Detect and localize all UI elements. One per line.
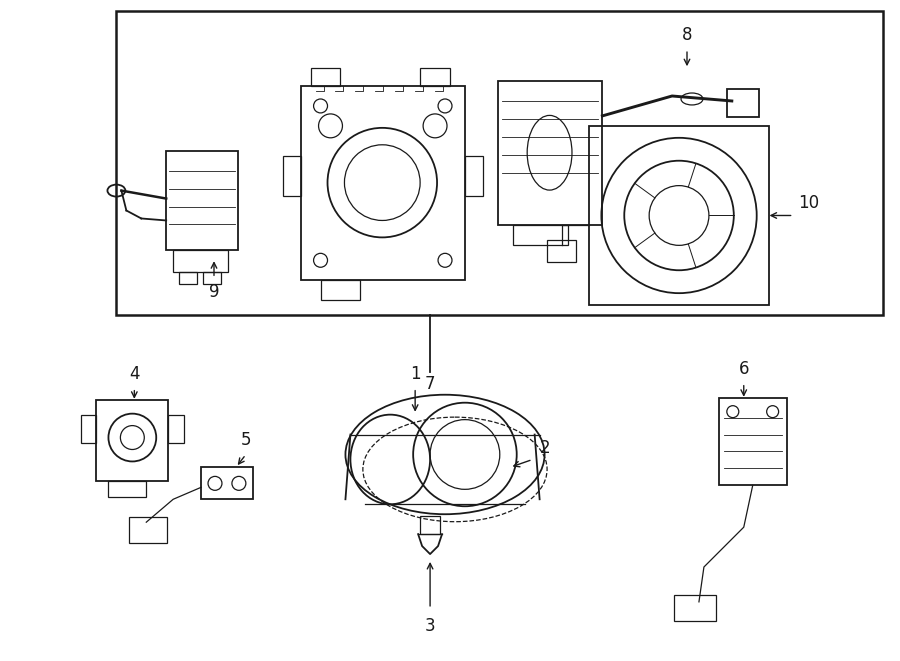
Bar <box>116 11 883 315</box>
Bar <box>420 68 450 86</box>
Bar <box>203 272 221 284</box>
Bar <box>130 517 167 543</box>
Text: 4: 4 <box>129 365 140 383</box>
Bar <box>513 225 568 245</box>
Bar <box>420 516 440 534</box>
Bar <box>590 126 769 305</box>
Bar <box>168 414 184 442</box>
Bar <box>465 156 483 196</box>
Bar <box>283 156 301 196</box>
Bar <box>96 400 168 481</box>
Text: 2: 2 <box>540 440 550 457</box>
Text: 5: 5 <box>240 432 251 449</box>
Text: 3: 3 <box>425 617 436 635</box>
Bar <box>310 68 340 86</box>
Bar <box>166 151 238 251</box>
Text: 9: 9 <box>209 283 220 301</box>
Bar <box>173 251 228 272</box>
Bar <box>301 86 465 280</box>
Bar <box>674 595 716 621</box>
Bar <box>320 280 360 300</box>
Bar <box>546 241 577 262</box>
Bar <box>81 414 96 442</box>
Bar <box>108 481 147 497</box>
Bar <box>498 81 602 225</box>
Bar <box>727 89 759 117</box>
Bar <box>201 467 253 499</box>
Text: 8: 8 <box>681 26 692 44</box>
Text: 10: 10 <box>798 194 820 212</box>
Bar <box>719 398 787 485</box>
Text: 7: 7 <box>425 375 436 393</box>
Bar <box>179 272 197 284</box>
Text: 6: 6 <box>739 360 749 378</box>
Text: 1: 1 <box>410 365 420 383</box>
